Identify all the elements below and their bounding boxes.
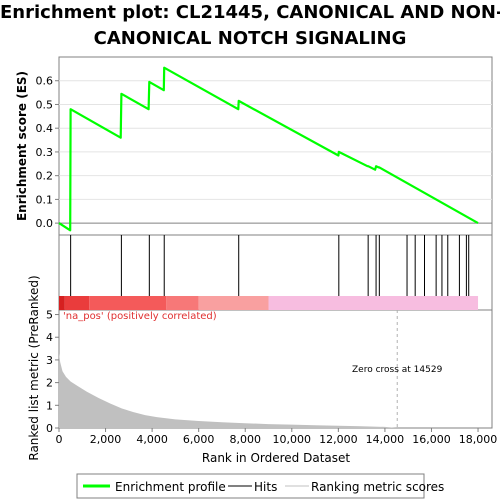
metric-x-axis: 0 2,000 4,000 6,000 8,000 10,000 12,000 14,000 1… [56, 428, 498, 446]
ranking-bar-segment [166, 296, 199, 310]
es-y-tick-label: 0.1 [36, 193, 54, 206]
x-tick-label: 8,000 [229, 433, 261, 446]
metric-y-tick-label: 1 [46, 399, 53, 412]
es-y-tick-label: 0.0 [36, 217, 54, 230]
x-tick-label: 2,000 [90, 433, 122, 446]
es-y-tick-label: 0.3 [36, 146, 54, 159]
x-tick-label: 4,000 [136, 433, 168, 446]
metric-y-tick-label: 5 [46, 309, 53, 322]
metric-y-tick-label: 3 [46, 354, 53, 367]
es-y-tick-label: 0.6 [36, 75, 54, 88]
es-y-tick-label: 0.4 [36, 122, 54, 135]
es-line-group [58, 66, 479, 232]
x-tick-label: 10,000 [273, 433, 312, 446]
ranking-bar-segment [64, 296, 90, 310]
es-panel-frame [58, 56, 493, 236]
metric-panel-frame [58, 309, 493, 429]
metric-group [59, 310, 398, 428]
es-gridlines [59, 80, 492, 224]
metric-xlabel: Rank in Ordered Dataset [202, 451, 350, 465]
chart-title-line1: Enrichment plot: CL21445, CANONICAL AND … [0, 2, 500, 23]
metric-area [59, 353, 398, 428]
zero-cross-label: Zero cross at 14529 [352, 365, 443, 375]
ranking-bar-segment [59, 296, 65, 310]
legend-label-hits: Hits [254, 480, 277, 494]
metric-y-tick-label: 2 [46, 377, 53, 390]
x-tick-label: 6,000 [183, 433, 215, 446]
chart-title-line2: CANONICAL NOTCH SIGNALING [93, 28, 407, 49]
metric-y-tick-label: 0 [46, 422, 53, 435]
legend-label-profile: Enrichment profile [115, 480, 226, 494]
metric-ylabel: Ranked list metric (PreRanked) [27, 275, 41, 460]
ranking-bar-segment [198, 296, 269, 310]
x-tick-label: 12,000 [319, 433, 358, 446]
legend-label-metric: Ranking metric scores [311, 480, 444, 494]
es-y-axis: 0.0 0.1 0.2 0.3 0.4 0.5 0.6 [36, 75, 59, 230]
metric-y-axis: 0 1 2 3 4 5 [46, 309, 59, 435]
x-tick-label: 14,000 [366, 433, 405, 446]
hits-group [70, 235, 470, 296]
ranking-bar [59, 296, 479, 310]
ranking-bar-segment [268, 296, 479, 310]
es-line [58, 66, 479, 232]
metric-y-tick-label: 4 [46, 331, 53, 344]
ranking-bar-segment [89, 296, 167, 310]
es-ylabel: Enrichment score (ES) [15, 71, 29, 221]
es-y-tick-label: 0.2 [36, 170, 54, 183]
pos-label: 'na_pos' (positively correlated) [63, 311, 217, 322]
x-tick-label: 16,000 [412, 433, 451, 446]
x-tick-label: 0 [56, 433, 63, 446]
es-y-tick-label: 0.5 [36, 98, 54, 111]
x-tick-label: 18,000 [459, 433, 498, 446]
chart-title: Enrichment plot: CL21445, CANONICAL AND … [0, 0, 500, 52]
